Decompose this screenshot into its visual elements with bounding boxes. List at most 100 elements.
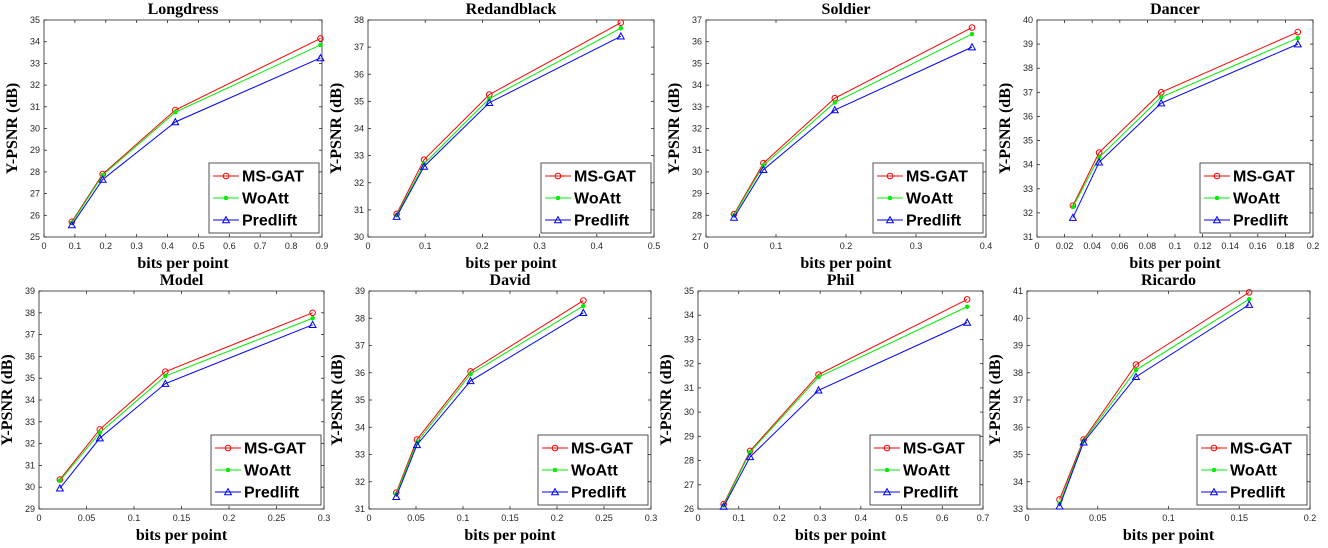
x-tick-label: 0.3 (910, 241, 923, 251)
legend-entry-label: MS-GAT (1233, 169, 1295, 186)
x-tick-label: 0.12 (1194, 241, 1212, 251)
x-tick-label: 0.1 (1169, 241, 1182, 251)
data-point (830, 105, 840, 114)
series-line (59, 317, 313, 481)
y-tick-label: 33 (355, 450, 365, 460)
legend-marker (1209, 487, 1219, 496)
data-point (468, 371, 473, 377)
y-tick-label: 31 (355, 504, 365, 514)
y-tick-label: 29 (25, 504, 35, 514)
y-tick-label: 36 (692, 37, 702, 47)
data-point (814, 385, 823, 394)
data-point (171, 117, 180, 126)
y-tick-label: 35 (30, 15, 40, 25)
data-point (579, 308, 588, 317)
data-point (1244, 300, 1254, 308)
legend-entry-label: WoAtt (906, 191, 953, 208)
y-tick-label: 31 (1023, 232, 1033, 242)
x-tick-label: 0.4 (855, 513, 868, 523)
data-point (759, 165, 768, 173)
legend-entry-label: Predlift (574, 213, 630, 230)
legend-marker (1211, 467, 1217, 473)
y-tick-label: 33 (30, 58, 40, 68)
y-tick-label: 33 (692, 102, 702, 112)
series-line (395, 305, 584, 495)
data-point (1131, 372, 1141, 381)
x-tick-label: 0.5 (192, 241, 205, 251)
x-tick-label: 0.2 (1304, 513, 1317, 523)
x-tick-label: 0.2 (551, 513, 564, 523)
legend-marker (223, 195, 229, 201)
data-point (1055, 501, 1064, 510)
y-tick-label: 28 (692, 210, 702, 220)
y-tick-label: 32 (30, 80, 40, 90)
x-tick-label: 0.4 (591, 241, 604, 251)
legend-marker (551, 444, 559, 452)
data-point (466, 376, 475, 385)
y-tick-label: 32 (354, 178, 364, 188)
data-point (1158, 94, 1164, 100)
series-line (71, 37, 321, 223)
x-tick-label: 0.3 (645, 513, 658, 523)
y-tick-label: 31 (30, 102, 40, 112)
x-tick-label: 0.15 (1230, 513, 1248, 523)
series-line (733, 27, 973, 215)
data-point (308, 320, 317, 329)
y-tick-label: 28 (30, 167, 40, 177)
data-point (98, 175, 107, 183)
data-point (316, 53, 325, 62)
x-tick-label: 0.3 (814, 513, 827, 523)
legend-entry-label: WoAtt (244, 463, 291, 480)
y-tick-label: 34 (692, 80, 702, 90)
legend-marker (555, 195, 561, 201)
data-point (173, 109, 178, 115)
series-line (396, 35, 622, 217)
x-tick-label: 0.16 (1249, 241, 1267, 251)
data-point (1079, 437, 1088, 446)
y-axis-label: Y-PSNR (dB) (328, 83, 345, 174)
y-tick-label: 30 (684, 407, 694, 417)
x-tick-label: 0.2 (840, 241, 853, 251)
legend-marker (223, 487, 233, 496)
data-point (580, 297, 587, 304)
data-point (392, 492, 401, 500)
x-tick-label: 0.2 (223, 513, 236, 523)
data-point (1295, 35, 1301, 41)
y-tick-label: 37 (1013, 395, 1023, 405)
x-tick-label: 0.8 (285, 241, 298, 251)
y-tick-label: 32 (25, 439, 35, 449)
legend-entry-label: MS-GAT (903, 441, 965, 458)
data-point (1132, 361, 1140, 368)
y-tick-label: 34 (1023, 160, 1033, 170)
x-tick-label: 0 (41, 241, 46, 251)
legend-entry-label: MS-GAT (242, 169, 304, 186)
x-axis-label: bits per point (464, 527, 556, 544)
legend-entry-label: Predlift (906, 213, 962, 230)
y-tick-label: 35 (692, 58, 702, 68)
x-tick-label: 0.2 (1307, 241, 1320, 251)
y-tick-label: 38 (354, 15, 364, 25)
x-tick-label: 0.9 (316, 241, 329, 251)
data-point (309, 309, 316, 317)
data-point (719, 502, 728, 510)
data-point (310, 316, 315, 321)
x-tick-label: 0.1 (1162, 513, 1175, 523)
legend-marker (554, 172, 562, 180)
chart-panel: Longdress 0 0.1 0.2 0.3 0.4 0.5 0.6 0.7 0.8 0.9 25 2… (4, 1, 328, 272)
data-point (729, 213, 739, 221)
legend-entry-label: WoAtt (242, 191, 289, 208)
x-tick-label: 0.08 (1139, 241, 1157, 251)
y-tick-label: 29 (684, 431, 694, 441)
y-tick-label: 31 (25, 460, 35, 470)
legend-marker (882, 487, 892, 496)
y-tick-label: 30 (692, 167, 702, 177)
x-axis-label: bits per point (465, 255, 557, 272)
x-axis-label: bits per point (136, 527, 228, 544)
y-tick-label: 37 (25, 330, 35, 340)
series-line (723, 322, 968, 507)
y-tick-label: 26 (684, 504, 694, 514)
legend-marker (883, 444, 891, 452)
legend-marker (224, 444, 232, 452)
data-point (963, 296, 971, 303)
series-line (1059, 304, 1250, 507)
